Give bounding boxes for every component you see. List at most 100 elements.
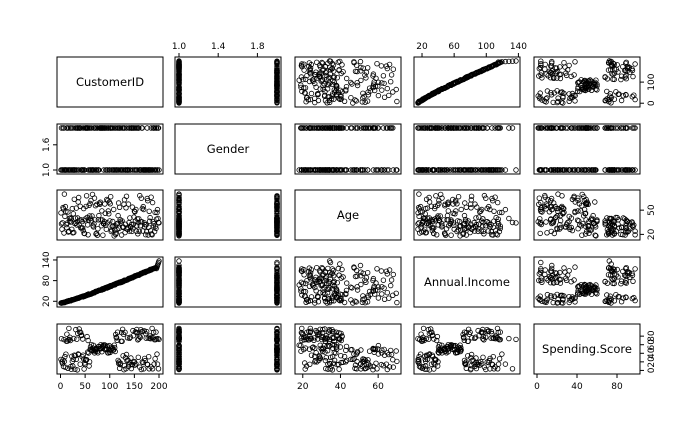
data-point <box>468 363 474 369</box>
data-point <box>176 336 182 343</box>
data-point <box>611 96 618 102</box>
data-point <box>632 266 638 272</box>
data-point <box>144 197 151 204</box>
data-point <box>461 337 467 343</box>
data-point <box>123 351 130 358</box>
data-point <box>324 290 331 296</box>
data-point <box>536 195 542 201</box>
data-point <box>607 295 613 302</box>
data-point <box>555 98 561 105</box>
data-point <box>84 333 90 340</box>
data-point <box>67 334 73 340</box>
data-point <box>139 359 145 365</box>
data-point <box>89 213 95 219</box>
data-point <box>306 265 312 271</box>
data-point <box>153 225 159 232</box>
data-point <box>483 334 489 340</box>
data-point <box>314 125 320 131</box>
data-point <box>344 280 350 286</box>
data-point <box>562 224 568 230</box>
data-point <box>424 366 430 372</box>
data-point <box>593 167 599 173</box>
data-point <box>338 359 344 366</box>
data-point <box>324 343 330 349</box>
data-point <box>117 125 124 131</box>
data-point <box>75 351 81 357</box>
x-tick-label: 200 <box>150 382 167 392</box>
data-point <box>494 325 501 332</box>
data-point <box>394 299 400 306</box>
data-point <box>128 355 134 361</box>
data-point <box>572 264 578 270</box>
data-point <box>632 61 638 67</box>
data-point <box>329 335 335 341</box>
data-point <box>569 227 576 234</box>
panel-frame <box>413 56 521 108</box>
data-point <box>513 220 519 226</box>
data-point <box>61 191 68 197</box>
data-point <box>608 167 614 173</box>
data-point <box>623 91 629 98</box>
data-point <box>315 293 321 299</box>
data-point <box>632 232 638 238</box>
data-point <box>176 354 182 360</box>
data-point <box>313 69 319 75</box>
data-point <box>318 345 324 352</box>
data-point <box>378 63 385 69</box>
data-point <box>593 77 599 83</box>
panel-frame <box>174 189 282 241</box>
data-point <box>154 209 160 216</box>
data-point <box>143 229 150 235</box>
data-point <box>322 357 329 364</box>
data-point <box>436 200 442 207</box>
data-point <box>76 326 82 332</box>
data-point <box>327 272 334 278</box>
data-point <box>374 366 380 372</box>
data-point <box>344 75 350 82</box>
data-point <box>486 328 492 334</box>
data-point <box>416 191 422 197</box>
data-point <box>146 208 152 214</box>
data-point <box>370 367 376 373</box>
data-point <box>80 227 86 234</box>
data-point <box>554 291 560 298</box>
data-point <box>144 125 150 131</box>
data-point <box>131 208 138 214</box>
data-point <box>354 125 360 131</box>
data-point <box>136 228 142 234</box>
data-point <box>298 348 304 354</box>
data-point <box>481 192 488 199</box>
data-point <box>559 203 565 210</box>
data-point <box>322 167 329 173</box>
x-tick-label: 1.4 <box>211 42 226 52</box>
data-point <box>626 167 633 173</box>
data-point <box>554 225 560 231</box>
data-point <box>68 216 74 222</box>
data-point <box>572 209 578 216</box>
data-point <box>623 59 629 65</box>
data-point <box>379 284 385 290</box>
data-point <box>86 359 93 365</box>
data-point <box>625 167 631 173</box>
data-point <box>557 269 563 276</box>
data-point <box>426 194 432 201</box>
data-point <box>303 76 309 83</box>
data-point <box>155 335 161 342</box>
data-point <box>301 125 307 131</box>
data-point <box>306 283 313 289</box>
data-point <box>274 228 280 235</box>
data-point <box>313 288 319 294</box>
data-point <box>106 211 112 217</box>
data-point <box>360 356 366 362</box>
data-point <box>614 167 620 173</box>
data-point <box>457 233 463 239</box>
data-point <box>480 216 486 222</box>
data-point <box>274 261 280 267</box>
data-point <box>578 77 584 83</box>
x-tick-label: 20 <box>416 42 428 52</box>
data-point <box>557 167 563 173</box>
data-point <box>156 167 162 173</box>
data-point <box>554 167 561 173</box>
data-point <box>497 225 503 232</box>
